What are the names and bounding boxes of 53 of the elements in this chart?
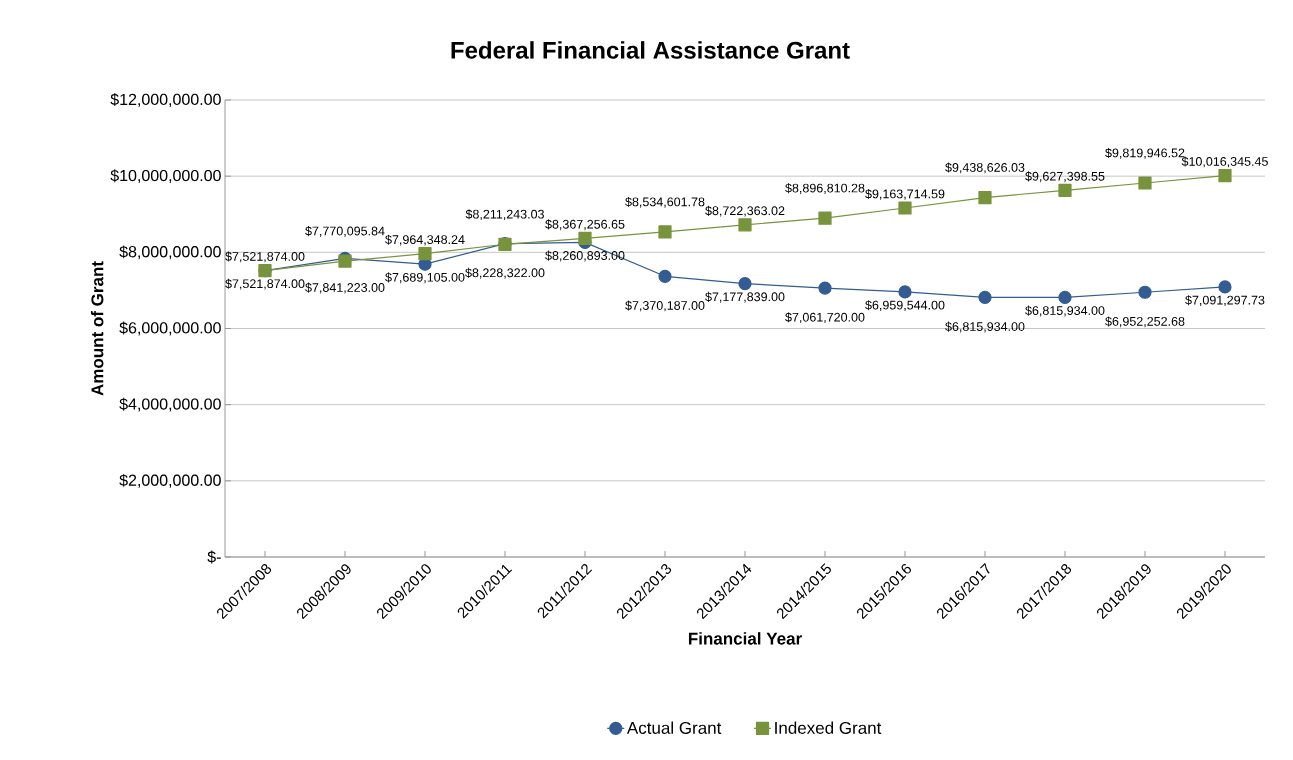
data-label: $6,815,934.00 [1025, 305, 1105, 317]
point [738, 218, 752, 232]
data-label: $8,722,363.02 [705, 205, 785, 217]
data-label: $8,367,256.65 [545, 219, 625, 231]
point [1138, 285, 1152, 299]
chart-title: Federal Financial Assistance Grant [451, 41, 850, 59]
x-axis-title: Financial Year [688, 632, 802, 645]
point [898, 201, 912, 215]
data-label: $7,521,874.00 [225, 251, 305, 263]
data-label: $7,841,223.00 [305, 282, 385, 294]
data-label: $9,438,626.03 [945, 162, 1025, 174]
data-label: $6,959,544.00 [865, 300, 945, 311]
data-label: $7,770,095.84 [305, 226, 385, 237]
y-tick-label: $2,000,000.00 [119, 473, 221, 488]
y-tick-label: $- [207, 550, 221, 564]
point [658, 269, 672, 283]
point [818, 211, 832, 225]
point [578, 231, 592, 245]
point [658, 225, 672, 239]
point [1138, 176, 1152, 190]
point [1218, 280, 1232, 294]
point [1218, 168, 1232, 183]
legend-label: Indexed Grant [775, 721, 882, 734]
point [418, 247, 432, 261]
data-label: $6,952,252.68 [1105, 316, 1185, 328]
y-tick-label: $10,000,000.00 [110, 169, 221, 184]
legend-label: Actual Grant [626, 721, 722, 734]
data-label: $7,370,187.00 [625, 300, 705, 312]
point [818, 281, 832, 295]
point [738, 277, 752, 291]
data-label: $7,964,348.24 [385, 234, 465, 246]
y-axis-title: Amount of Grant [90, 261, 104, 396]
data-label: $9,627,398.55 [1025, 171, 1105, 183]
data-label: $9,163,714.59 [865, 188, 945, 200]
data-label: $7,521,874.00 [225, 278, 305, 290]
point [1058, 183, 1072, 197]
data-label: $8,228,322.00 [465, 267, 545, 279]
y-tick-label: $6,000,000.00 [119, 321, 221, 336]
data-label: $7,061,720.00 [785, 312, 865, 324]
y-tick-label: $12,000,000.00 [110, 93, 221, 107]
point [978, 290, 992, 305]
point [898, 285, 912, 299]
data-label: $7,091,297.73 [1185, 295, 1265, 306]
data-label: $8,896,810.28 [785, 183, 865, 194]
y-tick-label: $4,000,000.00 [119, 397, 221, 412]
point [978, 190, 992, 205]
data-label: $8,211,243.03 [465, 209, 544, 221]
data-label: $7,177,839.00 [705, 291, 785, 303]
y-tick-label: $8,000,000.00 [119, 245, 221, 260]
point [1058, 290, 1072, 305]
data-label: $6,815,934.00 [945, 321, 1025, 333]
data-label: $8,534,601.78 [625, 196, 705, 208]
data-label: $7,689,105.00 [385, 272, 465, 284]
